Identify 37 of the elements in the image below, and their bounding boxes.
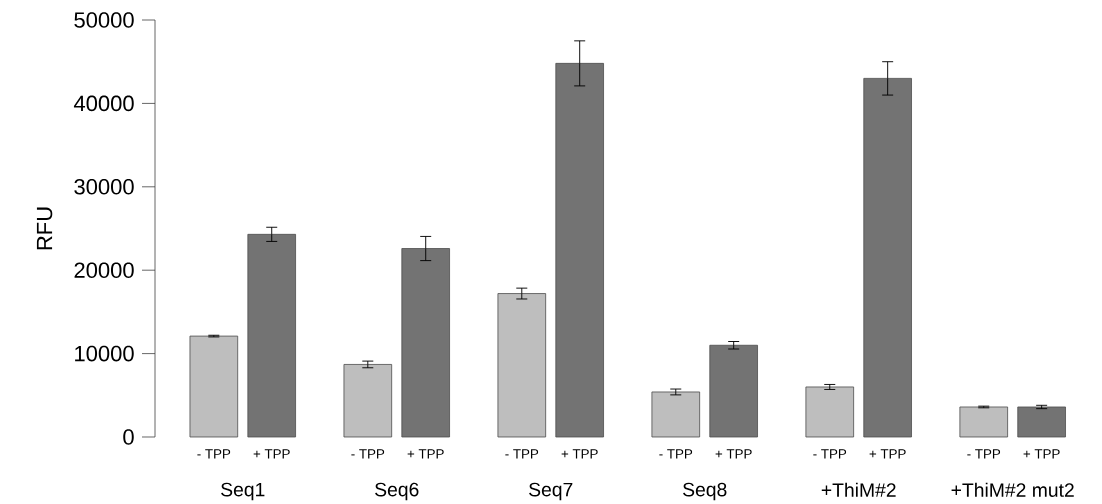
series-label: + TPP [253, 449, 290, 459]
text: + TPP [1023, 449, 1060, 459]
text: + TPP [407, 449, 444, 459]
y-axis-title: RFU [36, 207, 53, 250]
series-label: - TPP [197, 449, 231, 459]
y-tick-label: 20000 [74, 262, 134, 278]
x-tick-label: Seq7 [529, 482, 573, 501]
bar [805, 386, 855, 438]
y-tick-label: 50000 [74, 12, 134, 28]
bar [497, 293, 547, 438]
bar [343, 364, 393, 438]
text: - TPP [813, 449, 847, 459]
x-tick-label: Seq1 [221, 482, 265, 501]
bar [959, 406, 1009, 438]
bar [401, 248, 450, 438]
y-tick-label: 10000 [75, 345, 134, 362]
y-tick-label: 40000 [73, 95, 134, 112]
text: - TPP [967, 449, 1001, 459]
x-tick-label: +ThiM#2 mut2 [951, 482, 1074, 497]
text: + TPP [561, 449, 598, 459]
bar [247, 233, 296, 438]
x-tick-label: +ThiM#2 [821, 482, 896, 497]
y-tick-label: 30000 [74, 179, 134, 195]
bar [189, 335, 239, 438]
y-tick-label: 0 [123, 429, 134, 445]
bar [651, 391, 701, 438]
bar [1017, 406, 1066, 438]
text: - TPP [505, 449, 539, 459]
x-tick-label: Seq6 [375, 482, 419, 501]
bar [555, 62, 604, 438]
x-tick-label: Seq8 [683, 482, 727, 501]
text: + TPP [869, 449, 906, 459]
bar [863, 77, 912, 438]
text: - TPP [351, 449, 385, 459]
text: - TPP [659, 449, 693, 459]
bar [709, 344, 758, 438]
text: + TPP [715, 449, 752, 459]
